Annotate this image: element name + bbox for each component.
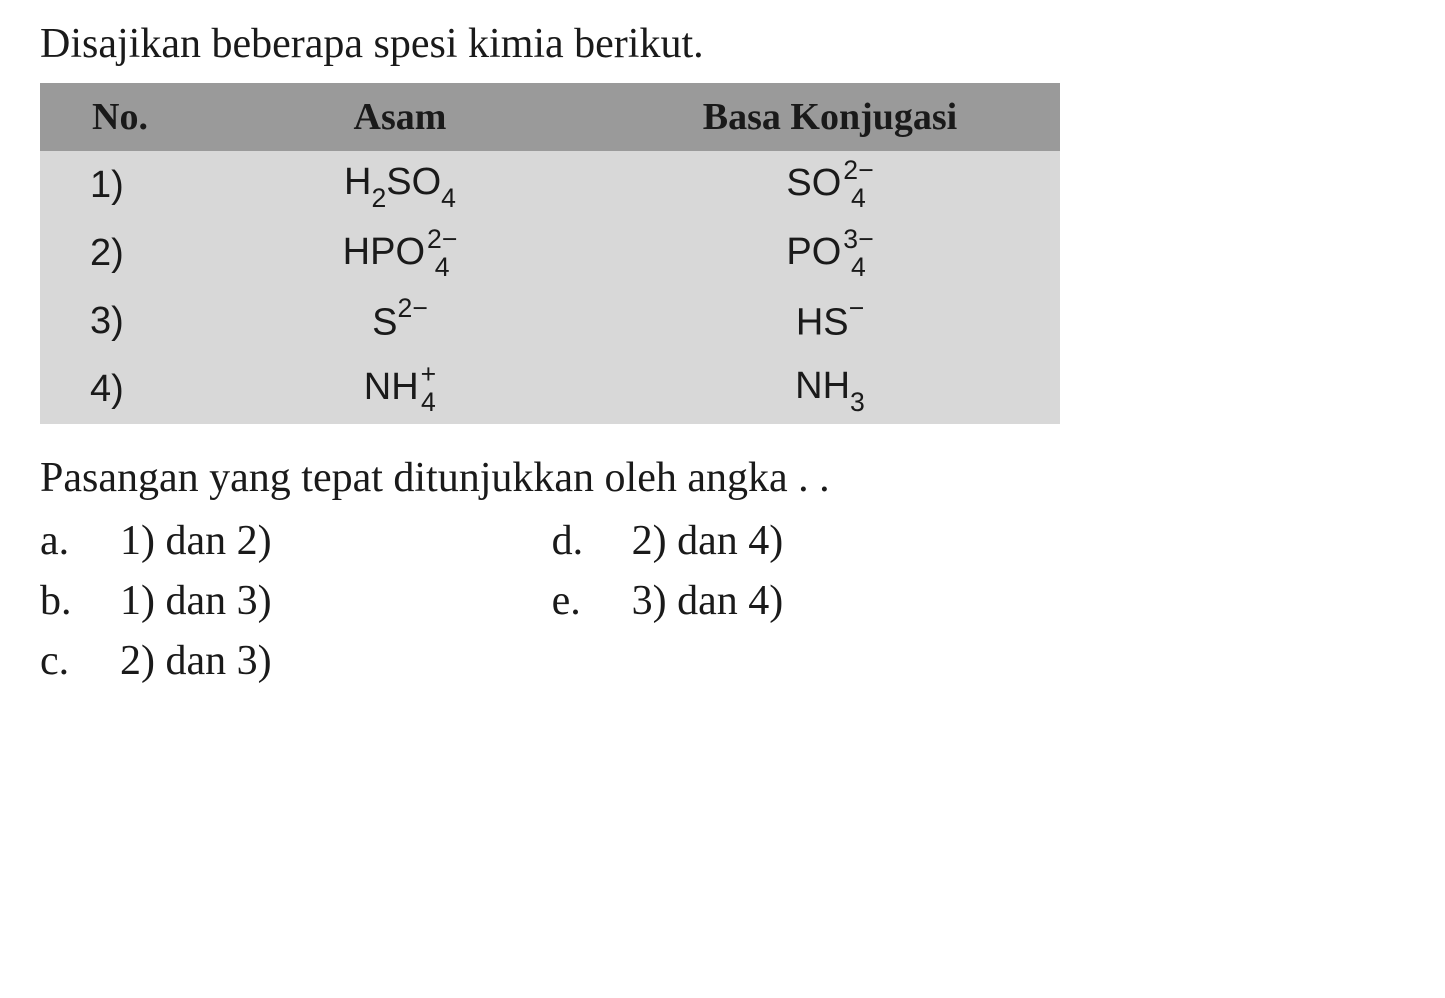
conjugate-formula: PO3−4 xyxy=(600,220,1060,288)
option-text: 1) dan 3) xyxy=(120,577,272,625)
question-prompt: Pasangan yang tepat ditunjukkan oleh ang… xyxy=(40,454,1405,502)
question-intro: Disajikan beberapa spesi kimia berikut. xyxy=(40,20,1405,68)
options-container: a. 1) dan 2) b. 1) dan 3) c. 2) dan 3) d… xyxy=(40,517,1405,685)
options-right-column: d. 2) dan 4) e. 3) dan 4) xyxy=(552,517,784,685)
option-b: b. 1) dan 3) xyxy=(40,577,272,625)
row-number: 3) xyxy=(40,287,200,355)
acid-formula: S2− xyxy=(200,287,600,355)
conjugate-formula: HS− xyxy=(600,287,1060,355)
header-conjugate-base: Basa Konjugasi xyxy=(600,83,1060,151)
conjugate-formula: NH3 xyxy=(600,355,1060,424)
option-letter: e. xyxy=(552,577,632,625)
option-letter: a. xyxy=(40,517,120,565)
header-number: No. xyxy=(40,83,200,151)
option-a: a. 1) dan 2) xyxy=(40,517,272,565)
option-e: e. 3) dan 4) xyxy=(552,577,784,625)
option-letter: d. xyxy=(552,517,632,565)
acid-formula: HPO2−4 xyxy=(200,220,600,288)
row-number: 1) xyxy=(40,151,200,220)
row-number: 4) xyxy=(40,355,200,424)
option-letter: b. xyxy=(40,577,120,625)
table-header-row: No. Asam Basa Konjugasi xyxy=(40,83,1060,151)
species-table: No. Asam Basa Konjugasi 1) H2SO4 SO2−4 2… xyxy=(40,83,1060,424)
options-left-column: a. 1) dan 2) b. 1) dan 3) c. 2) dan 3) xyxy=(40,517,272,685)
acid-formula: H2SO4 xyxy=(200,151,600,220)
header-acid: Asam xyxy=(200,83,600,151)
option-text: 1) dan 2) xyxy=(120,517,272,565)
table-row: 2) HPO2−4 PO3−4 xyxy=(40,220,1060,288)
option-d: d. 2) dan 4) xyxy=(552,517,784,565)
option-c: c. 2) dan 3) xyxy=(40,637,272,685)
conjugate-formula: SO2−4 xyxy=(600,151,1060,220)
row-number: 2) xyxy=(40,220,200,288)
table-row: 3) S2− HS− xyxy=(40,287,1060,355)
option-text: 2) dan 4) xyxy=(632,517,784,565)
option-text: 3) dan 4) xyxy=(632,577,784,625)
option-text: 2) dan 3) xyxy=(120,637,272,685)
table-row: 4) NH+4 NH3 xyxy=(40,355,1060,424)
option-letter: c. xyxy=(40,637,120,685)
table-row: 1) H2SO4 SO2−4 xyxy=(40,151,1060,220)
acid-formula: NH+4 xyxy=(200,355,600,424)
